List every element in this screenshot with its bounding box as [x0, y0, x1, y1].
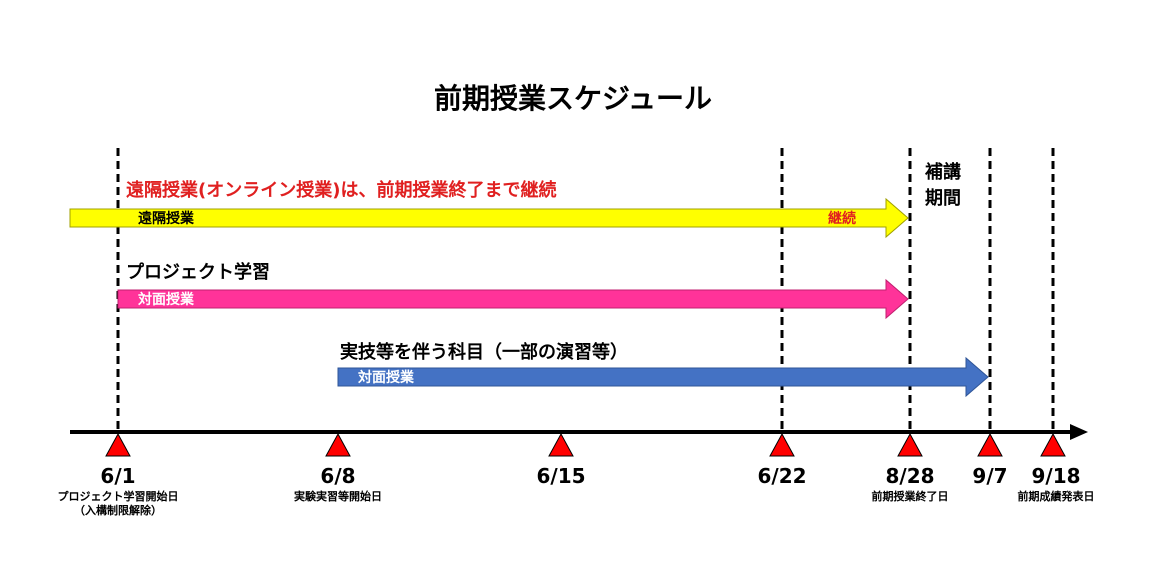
milestone-date-6-1: 6/1: [100, 464, 135, 488]
supplementary-period-label-2: 期間: [925, 188, 961, 209]
milestone-marker-6-1: [105, 432, 131, 457]
project-learning-bar-label: 対面授業: [137, 291, 195, 308]
milestone-note-6-1-sub: （入構制限解除）: [74, 503, 162, 517]
remote-classes-bar-label: 遠隔授業: [138, 210, 195, 227]
milestone-marker-9-18: [1040, 432, 1066, 457]
remote-classes-arrow: [69, 197, 909, 239]
milestone-marker-6-22: [769, 432, 795, 457]
milestone-date-9-18: 9/18: [1031, 464, 1080, 488]
milestone-date-8-28: 8/28: [885, 464, 934, 488]
milestone-marker-6-8: [325, 432, 351, 457]
milestone-marker-8-28: [897, 432, 923, 457]
practical-courses-bar-label: 対面授業: [357, 369, 415, 386]
remote-classes-continue-label: 継続: [828, 210, 856, 227]
remote-classes-caption: 遠隔授業(オンライン授業)は、前期授業終了まで継続: [126, 179, 556, 201]
page-title: 前期授業スケジュール: [434, 82, 712, 115]
milestone-markers: [105, 432, 1066, 457]
project-learning-arrow: [117, 278, 909, 320]
milestone-note-6-8: 実験実習等開始日: [294, 489, 382, 503]
milestone-note-9-18: 前期成績発表日: [1018, 489, 1095, 503]
milestone-marker-6-15: [548, 432, 574, 457]
supplementary-period-label-1: 補講: [924, 161, 961, 183]
practical-courses-caption: 実技等を伴う科目（一部の演習等）: [340, 341, 628, 363]
milestone-date-6-22: 6/22: [757, 464, 806, 488]
milestone-date-9-7: 9/7: [972, 464, 1007, 488]
milestone-note-8-28: 前期授業終了日: [872, 489, 949, 503]
project-learning-caption: プロジェクト学習: [126, 261, 270, 283]
timeline-arrowhead: [1070, 424, 1088, 440]
practical-courses-arrow: [337, 356, 989, 398]
milestone-date-6-8: 6/8: [320, 464, 355, 488]
milestone-note-6-1: プロジェクト学習開始日: [58, 489, 179, 503]
milestone-date-6-15: 6/15: [536, 464, 585, 488]
milestone-marker-9-7: [977, 432, 1003, 457]
